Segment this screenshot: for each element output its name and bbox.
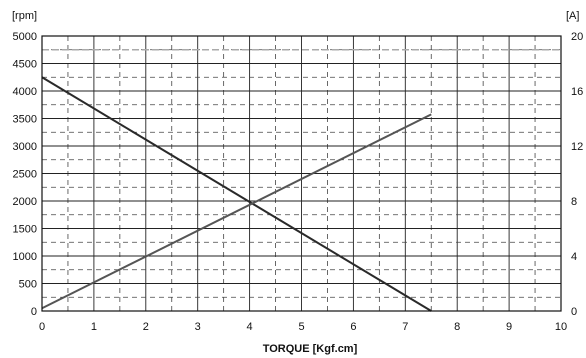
y-left-tick-label: 2000 [13,196,37,208]
plot-frame [41,35,562,312]
y-right-tick-label: 12 [571,141,583,153]
x-tick-label: 9 [506,321,512,333]
y-right-tick-label: 0 [571,306,577,318]
x-tick-label: 7 [402,321,408,333]
y-right-tick-label: 8 [571,196,577,208]
current-line [41,113,432,310]
y-left-tick-label: 4000 [13,86,37,98]
grid [41,35,562,312]
speed-line [41,76,432,312]
x-axis-label: TORQUE [Kgf.cm] [263,343,358,355]
x-tick-label: 5 [298,321,304,333]
y-right-unit-label: [A] [566,10,579,22]
y-left-tick-label: 2500 [13,169,37,181]
y-left-unit-label: [rpm] [12,10,37,22]
y-right-tick-labels: 0 4 8 12 16 20 [571,31,583,318]
y-left-tick-label: 1000 [13,251,37,263]
y-left-tick-label: 0 [31,306,37,318]
x-tick-label: 4 [247,321,253,333]
y-left-tick-label: 4500 [13,59,37,71]
y-right-tick-label: 16 [571,86,583,98]
x-tick-label: 3 [195,321,201,333]
series-layer [41,76,432,312]
x-tick-label: 2 [143,321,149,333]
y-right-tick-label: 4 [571,251,577,263]
y-left-tick-label: 500 [19,279,37,291]
y-right-tick-label: 20 [571,31,583,43]
x-tick-label: 6 [350,321,356,333]
x-tick-labels: 0 1 2 3 4 5 6 7 8 9 10 [39,321,567,333]
x-tick-label: 10 [555,321,567,333]
y-left-tick-label: 1500 [13,224,37,236]
y-left-tick-label: 5000 [13,31,37,43]
y-left-tick-labels: 0 500 1000 1500 2000 2500 3000 3500 4000 4500 5000 [13,31,37,318]
y-left-tick-label: 3500 [13,114,37,126]
y-left-tick-label: 3000 [13,141,37,153]
x-tick-label: 8 [454,321,460,333]
x-tick-label: 1 [91,321,97,333]
x-tick-label: 0 [39,321,45,333]
